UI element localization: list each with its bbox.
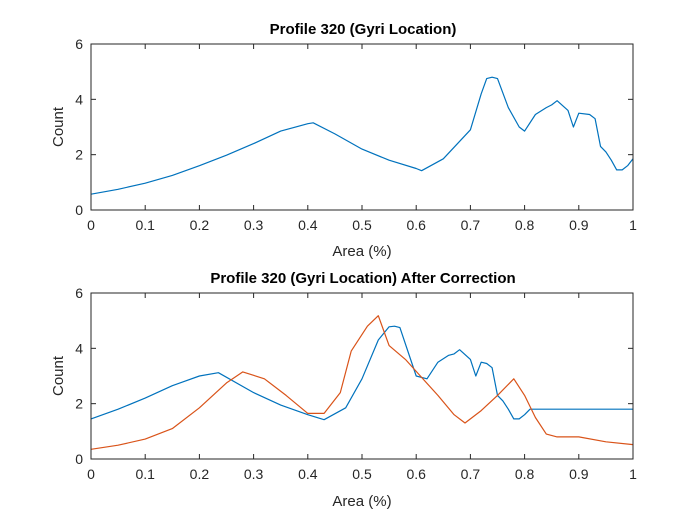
chart-2-xtick-label: 1 [629,466,637,482]
chart-1-xtick-label: 0.7 [461,217,481,233]
chart-2-xtick-label: 0.4 [298,466,318,482]
chart-1-title: Profile 320 (Gyri Location) [270,21,457,38]
chart-1-ylabel: Count [50,106,67,147]
chart-2-series-group [90,315,634,450]
chart-1-ytick-label: 4 [75,91,83,107]
chart-1-xtick-label: 0.8 [515,217,535,233]
chart-1-xtick-label: 0.1 [135,217,155,233]
chart-1-xtick-label: 0.2 [190,217,210,233]
chart-2-xlabel: Area (%) [332,493,391,510]
chart-2-xtick-label: 0 [87,466,95,482]
chart-2-xtick-label: 0.8 [515,466,535,482]
chart-1-series-group [90,76,634,195]
chart-2-ytick-label: 0 [75,451,83,467]
chart-1-xtick-label: 1 [629,217,637,233]
chart-2-title: Profile 320 (Gyri Location) After Correc… [210,270,515,287]
chart-2-xtick-label: 0.3 [244,466,264,482]
chart-2-ytick-label: 4 [75,340,83,356]
chart-2-xtick-label: 0.5 [352,466,372,482]
chart-2-xtick-label: 0.2 [190,466,210,482]
chart-1-xtick-label: 0.6 [406,217,426,233]
chart-2-series-1-line [90,325,633,421]
chart-2-xtick-label: 0.7 [461,466,481,482]
chart-1-xtick-label: 0.5 [352,217,372,233]
chart-2: Profile 320 (Gyri Location) After Correc… [50,270,637,510]
chart-2-xtick-label: 0.1 [135,466,155,482]
chart-1-xtick-label: 0.4 [298,217,318,233]
chart-1-xtick-label: 0.9 [569,217,589,233]
chart-2-xtick-label: 0.6 [406,466,426,482]
chart-2-ytick-label: 6 [75,285,83,301]
chart-2-series-2-line [90,315,634,450]
chart-2-ticks: 0 0.1 0.2 0.3 0.4 0.5 0.6 0.7 0.8 0.9 1 0 2 4 6 [75,285,637,482]
chart-2-ylabel: Count [50,355,67,396]
chart-1-ticks: 0 0.1 0.2 0.3 0.4 0.5 0.6 0.7 0.8 0.9 1 0 2 4 6 [75,36,637,233]
chart-1-xlabel: Area (%) [332,243,391,260]
chart-1-xtick-label: 0 [87,217,95,233]
chart-1: Profile 320 (Gyri Location) 0 0.1 0.2 0.3 0.… [50,21,637,260]
chart-2-ytick-label: 2 [75,396,83,412]
chart-1-ytick-label: 0 [75,202,83,218]
chart-1-series-1-line [90,76,634,195]
chart-1-xtick-label: 0.3 [244,217,264,233]
chart-1-ytick-label: 2 [75,147,83,163]
chart-1-ytick-label: 6 [75,36,83,52]
chart-2-xtick-label: 0.9 [569,466,589,482]
